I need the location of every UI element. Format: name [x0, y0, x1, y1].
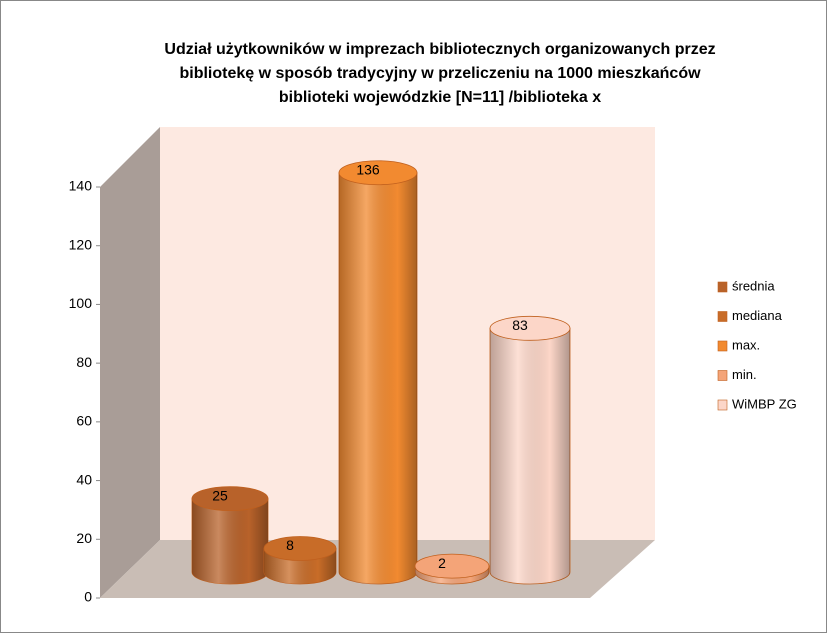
chart-title: biblioteki wojewódzkie [N=11] /bibliotek…	[279, 89, 601, 106]
legend-swatch	[717, 370, 728, 381]
legend-label: min.	[732, 367, 757, 382]
cylinder-shade	[339, 172, 417, 584]
legend-swatch	[717, 340, 728, 352]
cylinder-top	[414, 553, 490, 579]
y-tick-label: 80	[76, 354, 92, 370]
legend-swatch	[717, 281, 728, 293]
chart-title: bibliotekę w sposób tradycyjny w przelic…	[179, 65, 701, 82]
data-label: 8	[286, 537, 294, 553]
side-wall	[100, 127, 160, 598]
chart-title: Udział użytkowników w imprezach bibliote…	[164, 41, 715, 58]
legend-label: średnia	[732, 278, 775, 293]
cylinder-top	[191, 486, 269, 512]
legend-label: max.	[732, 337, 760, 352]
cylinder-shade	[192, 498, 268, 584]
data-label: 83	[512, 317, 528, 333]
legend-label: WiMBP ZG	[732, 396, 797, 411]
y-tick-label: 20	[76, 530, 92, 546]
cylinder-top	[338, 160, 418, 186]
legend-label: mediana	[732, 308, 783, 323]
cylinder-top	[263, 536, 337, 561]
y-tick-label: 100	[69, 295, 93, 311]
data-label: 2	[438, 555, 446, 571]
y-tick-label: 120	[69, 236, 93, 252]
y-tick-label: 40	[76, 471, 92, 487]
legend-swatch	[717, 399, 728, 411]
data-label: 136	[356, 161, 380, 177]
data-label: 25	[212, 487, 228, 503]
cylinder-top	[489, 315, 571, 341]
y-tick-label: 140	[69, 178, 93, 194]
legend-swatch	[717, 311, 728, 322]
y-tick-label: 0	[84, 589, 92, 605]
cylinder-shade	[490, 328, 570, 584]
y-tick-label: 60	[76, 413, 92, 429]
